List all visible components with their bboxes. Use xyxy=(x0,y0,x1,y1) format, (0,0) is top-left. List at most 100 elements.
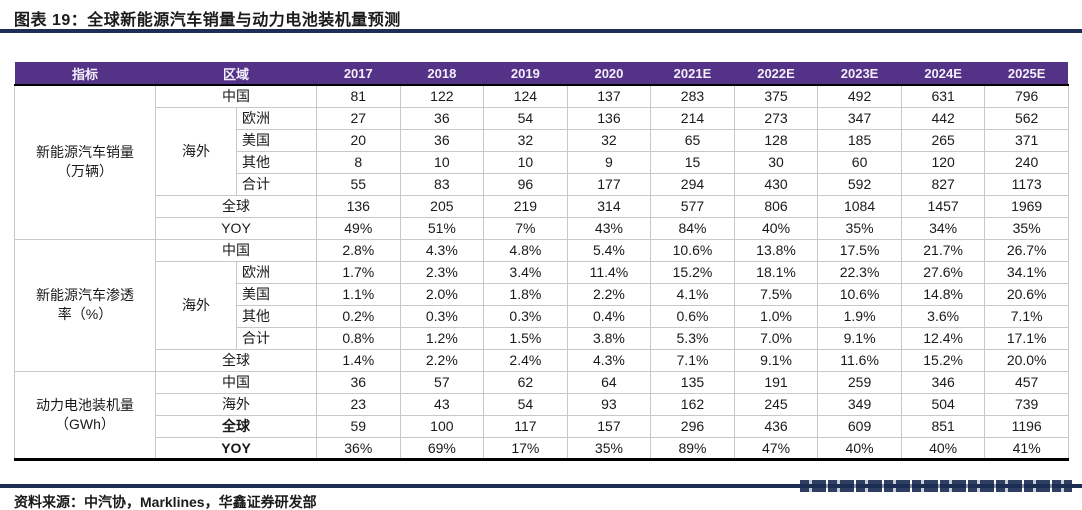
header-cell: 指标 xyxy=(14,62,156,86)
value-cell: 35% xyxy=(566,436,652,459)
value-cell: 136 xyxy=(566,106,652,130)
figure-title: 图表 19：全球新能源汽车销量与动力电池装机量预测 xyxy=(14,12,401,29)
table-row: 海外 欧洲 1.7% 2.3% 3.4% 11.4% 15.2% 18.1% 22.3% 27.6… xyxy=(15,260,1069,350)
value-cell: 5.3% xyxy=(650,326,735,350)
region-cell: 欧洲 xyxy=(235,260,318,284)
region-cell: 中国 xyxy=(154,238,318,262)
value-cell: 1196 xyxy=(984,414,1069,438)
value-cell: 296 xyxy=(650,414,735,438)
table-row: 新能源汽车销量 （万辆） 中国 81 122 124 137 283 375 492 631 796 xyxy=(14,84,1069,240)
value-cell: 185 xyxy=(817,128,902,152)
value-cell: 84% xyxy=(650,216,735,240)
value-cell: 7.1% xyxy=(650,348,735,372)
value-cell: 7.0% xyxy=(733,326,819,350)
value-cell: 609 xyxy=(817,414,902,438)
value-cell: 1969 xyxy=(984,194,1069,218)
value-cell: 273 xyxy=(733,106,819,130)
header-cell: 2020 xyxy=(567,62,651,86)
region-cell: 合计 xyxy=(235,172,318,196)
region-cell: 全球 xyxy=(154,348,318,372)
forecast-table-wrap: 指标 区域 2017 2018 2019 2020 2021E 2022E 2023E 2024E… xyxy=(14,62,1069,461)
value-cell: 562 xyxy=(984,106,1069,130)
header-cell: 2019 xyxy=(483,62,568,86)
value-cell: 15.2% xyxy=(900,348,986,372)
value-cell: 23 xyxy=(316,392,401,416)
value-cell: 2.2% xyxy=(566,282,652,306)
table-row: 全球 136 205 219 314 577 806 1084 1457 1969 xyxy=(15,194,1069,218)
value-cell: 64 xyxy=(566,370,652,394)
region-cell: 海外 xyxy=(154,392,318,416)
value-cell: 5.4% xyxy=(566,238,652,262)
value-cell: 3.6% xyxy=(900,304,986,328)
value-cell: 55 xyxy=(316,172,401,196)
value-cell: 1.7% xyxy=(316,260,401,284)
table-header: 指标 区域 2017 2018 2019 2020 2021E 2022E 2023E 2024E… xyxy=(14,62,1069,86)
value-cell: 577 xyxy=(650,194,735,218)
value-cell: 259 xyxy=(817,370,902,394)
value-cell: 12.4% xyxy=(900,326,986,350)
value-cell: 32 xyxy=(483,128,568,152)
value-cell: 4.3% xyxy=(566,348,652,372)
value-cell: 806 xyxy=(733,194,819,218)
region-group-cell: 海外 xyxy=(155,260,237,350)
region-cell: 全球 xyxy=(154,194,318,218)
value-cell: 96 xyxy=(483,172,568,196)
value-cell: 0.8% xyxy=(316,326,401,350)
value-cell: 283 xyxy=(650,84,735,108)
table-row: YOY 36% 69% 17% 35% 89% 47% 40% 40% 41% xyxy=(15,436,1069,459)
table-row: 美国 20 36 32 32 65 128 185 265 371 xyxy=(15,128,1069,152)
value-cell: 1.1% xyxy=(316,282,401,306)
value-cell: 214 xyxy=(650,106,735,130)
value-cell: 30 xyxy=(733,150,819,174)
value-cell: 1173 xyxy=(984,172,1069,196)
indicator-cell: 新能源汽车销量 （万辆） xyxy=(14,84,156,240)
value-cell: 346 xyxy=(900,370,986,394)
value-cell: 128 xyxy=(733,128,819,152)
value-cell: 2.0% xyxy=(399,282,485,306)
value-cell: 1.2% xyxy=(399,326,485,350)
value-cell: 314 xyxy=(566,194,652,218)
value-cell: 17.5% xyxy=(817,238,902,262)
value-cell: 27 xyxy=(316,106,401,130)
value-cell: 294 xyxy=(650,172,735,196)
value-cell: 827 xyxy=(900,172,986,196)
value-cell: 83 xyxy=(399,172,485,196)
value-cell: 32 xyxy=(566,128,652,152)
value-cell: 4.1% xyxy=(650,282,735,306)
header-cell: 2017 xyxy=(316,62,401,86)
value-cell: 7.5% xyxy=(733,282,819,306)
value-cell: 51% xyxy=(399,216,485,240)
value-cell: 162 xyxy=(650,392,735,416)
table-row: 全球 1.4% 2.2% 2.4% 4.3% 7.1% 9.1% 11.6% 15.2% 20.0… xyxy=(15,348,1069,372)
value-cell: 1457 xyxy=(900,194,986,218)
value-cell: 2.2% xyxy=(399,348,485,372)
region-group-cell: 海外 xyxy=(155,106,237,196)
value-cell: 93 xyxy=(566,392,652,416)
value-cell: 120 xyxy=(900,150,986,174)
value-cell: 8 xyxy=(316,150,401,174)
bottom-divider-rule xyxy=(0,484,1082,488)
value-cell: 47% xyxy=(733,436,819,459)
value-cell: 10 xyxy=(399,150,485,174)
value-cell: 136 xyxy=(316,194,401,218)
value-cell: 592 xyxy=(817,172,902,196)
value-cell: 11.6% xyxy=(817,348,902,372)
value-cell: 457 xyxy=(984,370,1069,394)
value-cell: 10.6% xyxy=(650,238,735,262)
value-cell: 81 xyxy=(316,84,401,108)
value-cell: 69% xyxy=(399,436,485,459)
value-cell: 3.8% xyxy=(566,326,652,350)
value-cell: 17.1% xyxy=(984,326,1069,350)
region-cell: 其他 xyxy=(235,304,318,328)
value-cell: 371 xyxy=(984,128,1069,152)
header-cell: 2023E xyxy=(817,62,902,86)
value-cell: 347 xyxy=(817,106,902,130)
value-cell: 9 xyxy=(566,150,652,174)
value-cell: 34% xyxy=(900,216,986,240)
value-cell: 89% xyxy=(650,436,735,459)
header-cell: 2018 xyxy=(400,62,484,86)
value-cell: 36 xyxy=(399,106,485,130)
value-cell: 430 xyxy=(733,172,819,196)
value-cell: 26.7% xyxy=(984,238,1069,262)
